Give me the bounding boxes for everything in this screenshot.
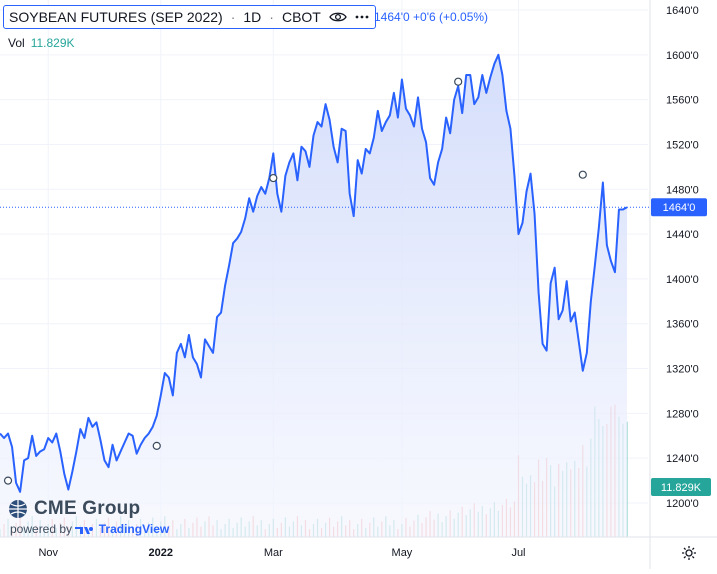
tradingview-text: TradingView [98, 522, 170, 536]
watermark-powered: powered by TradingView [10, 522, 169, 536]
y-tick-label: 1560'0 [666, 95, 699, 107]
y-tick-label: 1520'0 [666, 139, 699, 151]
y-tick-label: 1240'0 [666, 453, 699, 465]
y-tick-label: 1360'0 [666, 319, 699, 331]
symbol-title[interactable]: SOYBEAN FUTURES (SEP 2022) [9, 9, 223, 25]
legend-separator: · [269, 9, 274, 25]
price-badge-label: 1464'0 [663, 202, 696, 214]
volume-legend[interactable]: Vol 11.829K [8, 36, 75, 50]
event-markers[interactable] [3, 77, 587, 485]
y-tick-label: 1640'0 [666, 5, 699, 17]
event-marker[interactable] [269, 173, 278, 183]
y-tick-label: 1480'0 [666, 184, 699, 196]
watermark-brand: CME Group [34, 498, 141, 519]
y-tick-label: 1320'0 [666, 364, 699, 376]
x-tick-label: 2022 [149, 547, 173, 559]
x-tick-label: Jul [511, 547, 525, 559]
price-area [0, 54, 627, 537]
powered-by-text: powered by [10, 522, 73, 536]
change-percent: (+0.05%) [439, 10, 489, 24]
y-tick-label: 1400'0 [666, 274, 699, 286]
price-line [0, 53, 650, 493]
price-area-fill [0, 54, 627, 537]
event-marker[interactable] [152, 441, 161, 450]
last-price: 1464'0 [374, 10, 410, 24]
event-marker[interactable] [454, 77, 463, 86]
cme-globe-icon [9, 500, 27, 518]
exchange-label: CBOT [281, 9, 321, 25]
legend-separator: · [230, 9, 236, 25]
settings-gear-icon[interactable] [681, 545, 697, 561]
y-tick-label: 1440'0 [666, 229, 699, 241]
tradingview-logo-icon [75, 526, 94, 534]
price-badge-bg [651, 198, 707, 217]
volume-badge-label: 11.829K [661, 482, 702, 494]
volume-label: Vol [8, 36, 25, 50]
y-tick-label: 1280'0 [666, 408, 699, 420]
y-tick-label: 1600'0 [666, 50, 699, 62]
symbol-legend[interactable]: SOYBEAN FUTURES (SEP 2022) · 1D · CBOT [3, 5, 376, 29]
price-change-readout: 1464'0 +0'6 (+0.05%) [374, 10, 488, 24]
event-marker[interactable] [3, 476, 13, 485]
interval-label[interactable]: 1D [243, 9, 262, 25]
volume-badge-bg [651, 478, 711, 496]
price-series-line [0, 53, 628, 493]
watermark: CME Group powered by TradingView [8, 498, 169, 536]
eye-icon[interactable] [329, 11, 347, 23]
more-dots-icon[interactable] [355, 15, 369, 19]
x-tick-label: May [392, 547, 413, 559]
cme-logo: CME Group [8, 498, 169, 520]
y-tick-label: 1200'0 [666, 498, 699, 510]
event-marker[interactable] [578, 170, 587, 179]
x-tick-label: Nov [38, 547, 58, 559]
x-tick-label: Mar [264, 547, 283, 559]
change-value: +0'6 [413, 10, 436, 24]
axis-badges: 1464'0 11.829K [651, 198, 711, 496]
volume-value: 11.829K [30, 36, 75, 50]
